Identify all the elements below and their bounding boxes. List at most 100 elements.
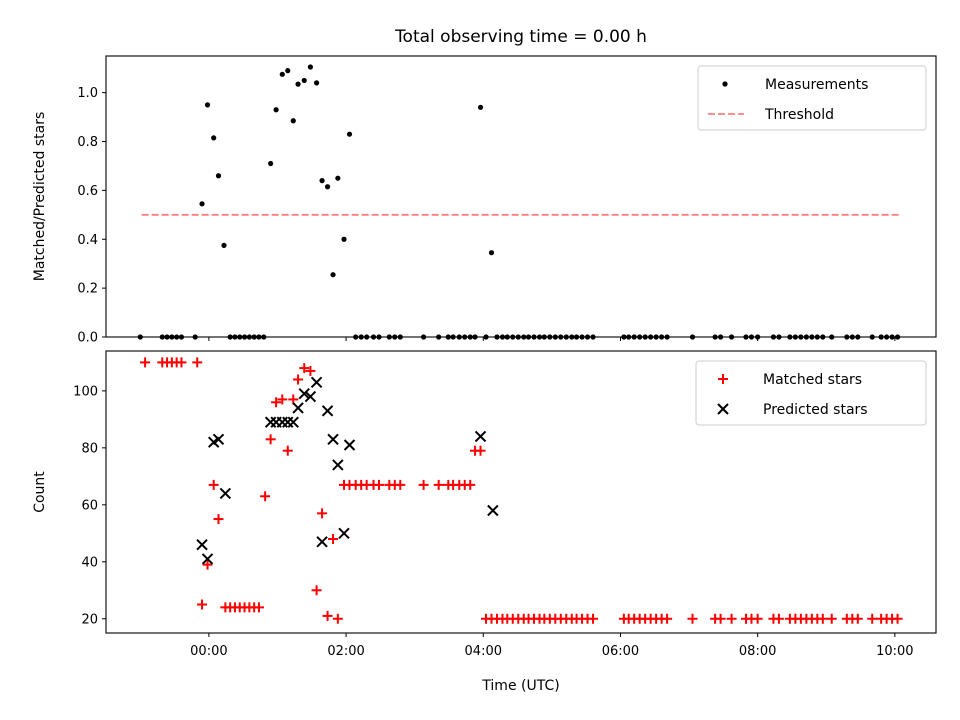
data-point-b <box>287 416 299 428</box>
data-point <box>892 613 903 624</box>
data-point <box>211 135 217 141</box>
y-tick-label: 40 <box>81 555 98 570</box>
y-axis-label: Matched/Predicted stars <box>32 112 48 282</box>
x-tick-label: 00:00 <box>190 644 227 659</box>
y-tick-label: 80 <box>81 441 98 456</box>
legend-label: Measurements <box>765 77 868 93</box>
data-point <box>290 118 296 124</box>
data-point <box>715 613 726 624</box>
data-point <box>268 160 274 167</box>
data-point <box>311 585 322 596</box>
data-point <box>293 374 304 385</box>
data-point <box>817 613 828 624</box>
data-point <box>346 131 353 137</box>
data-point <box>295 81 301 87</box>
legend-label: Matched stars <box>763 372 862 388</box>
data-point <box>433 479 444 490</box>
data-point <box>317 508 328 519</box>
y-axis-label: Count <box>32 471 48 513</box>
data-point <box>327 433 339 446</box>
data-point-b <box>343 439 356 451</box>
data-point-b <box>487 504 499 517</box>
data-point <box>319 178 325 184</box>
data-point <box>465 479 476 490</box>
data-point <box>215 173 222 179</box>
data-point <box>374 479 385 490</box>
data-point <box>313 80 320 86</box>
data-point <box>288 394 299 405</box>
data-point <box>322 610 333 621</box>
data-point-b <box>196 538 208 551</box>
data-point <box>852 613 863 624</box>
data-point <box>588 613 599 624</box>
data-point <box>477 104 484 110</box>
chart-title: Total observing time = 0.00 h <box>394 27 647 47</box>
data-point <box>773 613 784 624</box>
data-point <box>324 184 331 190</box>
data-point <box>299 363 310 374</box>
data-point <box>282 445 293 456</box>
data-point <box>192 357 203 368</box>
data-point <box>304 390 317 403</box>
data-point <box>197 599 208 610</box>
data-point <box>310 376 323 389</box>
data-point <box>202 559 213 570</box>
data-point <box>287 416 299 428</box>
data-point <box>687 613 698 624</box>
data-point <box>418 479 429 490</box>
axes-frame <box>105 350 937 634</box>
data-point <box>343 439 356 451</box>
data-point <box>662 613 673 624</box>
y-tick-label: 0.8 <box>77 135 98 150</box>
bottom-panel: 20 40 60 80 100 00:00 02:00 04:00 06:00 08:00 10:0… <box>32 350 937 694</box>
data-point <box>196 538 208 551</box>
data-point-b <box>298 388 310 400</box>
data-point <box>395 479 406 490</box>
data-point <box>292 402 304 414</box>
data-point <box>279 71 285 77</box>
x-tick-label: 04:00 <box>465 644 502 659</box>
data-point <box>867 613 878 624</box>
data-point <box>321 405 334 417</box>
data-point <box>176 357 187 368</box>
data-point-b <box>474 430 487 443</box>
y-tick-label: 60 <box>81 498 98 513</box>
legend-box <box>697 65 927 131</box>
data-point <box>285 68 291 74</box>
data-point <box>298 388 310 400</box>
data-point <box>488 250 495 256</box>
legend-swatch <box>718 374 728 384</box>
y-tick-label: 0.6 <box>77 184 98 199</box>
y-tick-label: 20 <box>81 612 98 627</box>
data-point <box>752 613 763 624</box>
data-point <box>212 433 225 446</box>
data-point-b <box>219 487 232 500</box>
data-point <box>332 459 344 471</box>
y-tick-label: 1.0 <box>77 86 98 101</box>
series-predicted-stars <box>196 376 499 565</box>
data-point <box>487 504 499 517</box>
data-point <box>726 613 737 624</box>
data-point <box>330 272 336 278</box>
data-point <box>341 236 347 242</box>
data-point <box>219 487 232 500</box>
legend: Matched stars Predicted stars <box>695 360 927 426</box>
y-tick-label: 0.0 <box>77 331 98 346</box>
x-axis-label: Time (UTC) <box>481 678 559 694</box>
data-point-b <box>327 433 339 446</box>
x-tick-label: 06:00 <box>602 644 639 659</box>
x-tick-label: 02:00 <box>327 644 364 659</box>
data-point <box>332 613 343 624</box>
data-point <box>271 397 282 408</box>
data-point <box>199 201 205 207</box>
x-tick-label: 10:00 <box>876 644 913 659</box>
data-point <box>204 102 211 108</box>
data-point-b <box>332 459 344 471</box>
data-point <box>140 357 151 368</box>
data-point-b <box>212 433 225 446</box>
series-matched-stars <box>140 357 903 624</box>
data-point-b <box>292 402 304 414</box>
legend-swatch-b <box>717 403 729 415</box>
data-point <box>201 553 214 565</box>
